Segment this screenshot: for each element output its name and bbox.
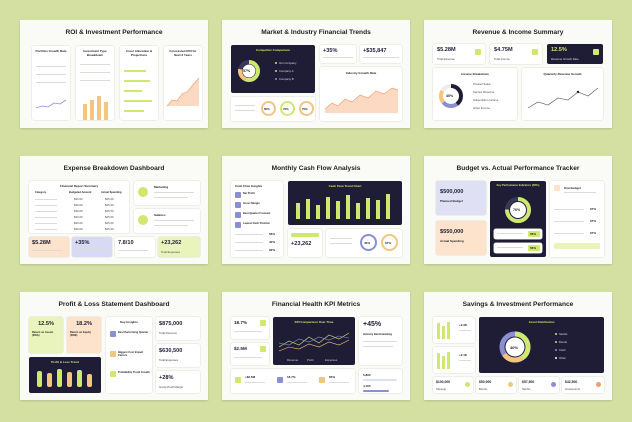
portfolio-sparkline bbox=[35, 99, 67, 109]
metric-card: 5,890 4,165 bbox=[359, 369, 402, 393]
slide-kpi[interactable]: Financial Health KPI Metrics 18.7% $2.5M… bbox=[222, 292, 410, 400]
roe-card: 18.2% Return on Equity (ROE) bbox=[67, 317, 101, 353]
cashflow-chart-panel: Cash Flow Trend Chart bbox=[288, 181, 402, 225]
slide-roi[interactable]: ROI & Investment Performance Portfolio G… bbox=[20, 20, 208, 128]
salaries-card: Salaries bbox=[134, 209, 200, 233]
savings-bars: +2.3K bbox=[433, 317, 475, 343]
slide-title: Expense Breakdown Dashboard bbox=[63, 165, 165, 172]
investment-type-card: Investment Type Breakdown bbox=[76, 46, 114, 120]
actual-spending-card: $550,000 Actual Spending bbox=[436, 221, 486, 255]
kpi-card: $5.28M Total Revenue bbox=[433, 44, 485, 64]
pnl-trend-panel: Profit & Loss Trend bbox=[29, 357, 101, 393]
savings-kpi: $100,000 Savings bbox=[433, 377, 473, 393]
slide-title: Revenue & Income Summary bbox=[472, 29, 564, 36]
expense-kpi: $5.28M bbox=[29, 237, 69, 257]
rings-card: 60% 76% 70% bbox=[231, 97, 315, 121]
kpi-gauge-panel: Key Performance Indicators (KPIs) 76% 56… bbox=[490, 181, 546, 257]
income-breakdown-card: Income Breakdown 40% Product Sales Servi… bbox=[433, 68, 517, 120]
slide-market[interactable]: Market & Industry Financial Trends Compe… bbox=[222, 20, 410, 128]
kpi-stat: $2.5M bbox=[231, 343, 269, 365]
industry-growth-card: Industry Growth Rate bbox=[320, 67, 402, 121]
kpi-comparison-panel: KPI Comparison Over Time Revenue Profit … bbox=[273, 317, 355, 365]
expense-kpi: +23,262 Total Expenses bbox=[158, 237, 200, 257]
quarterly-line-chart bbox=[527, 87, 599, 109]
income-donut bbox=[439, 84, 463, 108]
stat-card: +35% bbox=[320, 45, 356, 63]
quarterly-growth-card: Quarterly Revenue Growth bbox=[522, 68, 603, 120]
gross-margin-card: +28% Gross Profit Margin bbox=[156, 371, 200, 393]
forecast-area-chart bbox=[166, 77, 200, 107]
savings-bars: +2.1K bbox=[433, 347, 475, 373]
slide-title: Budget vs. Actual Performance Tracker bbox=[456, 165, 580, 172]
growth-rate-card: 12.5% Revenue Growth Rate bbox=[547, 44, 603, 64]
slide-revenue[interactable]: Revenue & Income Summary $5.28M Total Re… bbox=[424, 20, 612, 128]
kpi-card: $4.75M Total Income bbox=[490, 44, 542, 64]
total-expenses-card: $630,500 Total Expenses bbox=[156, 344, 200, 367]
kpi-stat: 18.7% bbox=[231, 317, 269, 339]
slide-budget[interactable]: Budget vs. Actual Performance Tracker $5… bbox=[424, 156, 612, 264]
roa-card: 12.5% Return on Assets (ROA) bbox=[29, 317, 63, 353]
slide-pnl[interactable]: Profit & Loss Statement Dashboard 12.5% … bbox=[20, 292, 208, 400]
slide-title: Monthly Cash Flow Analysis bbox=[271, 165, 361, 172]
asset-allocation-card: Asset Allocation & Projections bbox=[120, 46, 158, 120]
slide-savings[interactable]: Savings & Investment Performance +2.3K +… bbox=[424, 292, 612, 400]
key-insights-card: Key Insights Best Performing Quarter Big… bbox=[106, 317, 152, 393]
savings-kpi: $42,500 Investments bbox=[562, 377, 604, 393]
portfolio-card: Portfolio Growth Rate bbox=[32, 46, 70, 120]
slide-title: Market & Industry Financial Trends bbox=[261, 29, 371, 36]
total-revenue-card: $875,000 Total Revenue bbox=[156, 317, 200, 340]
savings-kpi: $57,500 Stocks bbox=[519, 377, 559, 393]
kpi-bottom-row: +$2.5M 18.7% 65% bbox=[231, 369, 355, 393]
benchmark-card: +45% Industry Benchmarking bbox=[359, 317, 402, 365]
slide-title: Savings & Investment Performance bbox=[462, 301, 574, 308]
marketing-card: Marketing bbox=[134, 181, 200, 205]
industry-growth-chart bbox=[324, 87, 399, 113]
asset-donut bbox=[499, 331, 531, 363]
cashflow-stat: +23,262 bbox=[288, 229, 322, 257]
slide-title: ROI & Investment Performance bbox=[65, 29, 163, 36]
competitor-panel: Competitor Comparison 57% Our Company Co… bbox=[231, 45, 315, 93]
slide-cashflow[interactable]: Monthly Cash Flow Analysis Cash Flow Ins… bbox=[222, 156, 410, 264]
competitor-donut bbox=[238, 60, 260, 82]
overbudget-card: Overbudget 67% 67% 67% bbox=[550, 181, 604, 257]
expense-kpi: 7.8/10 bbox=[115, 237, 155, 257]
kpi-gauge bbox=[505, 197, 531, 223]
slide-title: Financial Health KPI Metrics bbox=[271, 301, 361, 308]
financial-report-table: Financial Report Summary Category Budget… bbox=[29, 181, 129, 233]
savings-kpi: $50,000 Bonds bbox=[476, 377, 516, 393]
cashflow-rings: 40% 67% bbox=[326, 229, 402, 257]
forecast-roi-card: Forecasted ROI for Next 3 Years bbox=[164, 46, 202, 120]
slide-title: Profit & Loss Statement Dashboard bbox=[58, 301, 170, 308]
stat-card: +$35,847 bbox=[360, 45, 402, 63]
slide-expense[interactable]: Expense Breakdown Dashboard Financial Re… bbox=[20, 156, 208, 264]
expense-kpi: +35% bbox=[72, 237, 112, 257]
asset-distribution-panel: Asset Distribution 40% Stocks Bonds Cash… bbox=[479, 317, 604, 373]
kpi-line-chart bbox=[278, 332, 350, 352]
insights-card: Cash Flow Insights Net Profit Gross Marg… bbox=[231, 181, 283, 257]
planned-budget-card: $500,000 Planned Budget bbox=[436, 181, 486, 215]
